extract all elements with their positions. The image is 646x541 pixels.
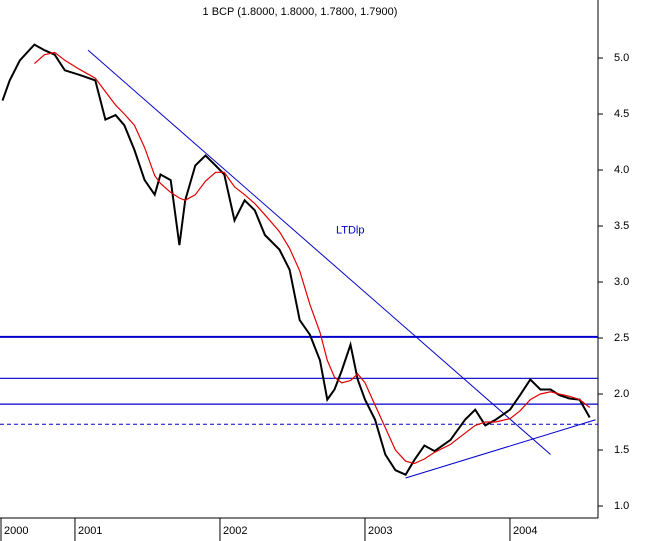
series-line [34, 51, 591, 465]
series-line [1, 43, 591, 476]
annotation: LTDlp [336, 224, 365, 236]
x-tick-label: 2004 [513, 525, 537, 537]
x-tick-label: 2002 [223, 525, 247, 537]
trend-line [87, 49, 551, 455]
y-tick-label: 5.0 [614, 52, 629, 64]
y-tick-label: 2.0 [614, 388, 629, 400]
y-tick-label: 3.0 [614, 276, 629, 288]
y-tick-label: 4.0 [614, 164, 629, 176]
trend-line [405, 419, 596, 479]
y-tick-label: 3.5 [614, 220, 629, 232]
y-tick-label: 1.0 [614, 500, 629, 512]
y-tick-label: 4.5 [614, 108, 629, 120]
x-tick-label: 2003 [368, 525, 392, 537]
chart-title: 1 BCP (1.8000, 1.8000, 1.7800, 1.7900) [203, 6, 398, 18]
y-tick-label: 1.5 [614, 444, 629, 456]
x-tick-label: 2001 [78, 525, 102, 537]
x-tick-label: 2000 [4, 525, 28, 537]
y-tick-label: 2.5 [614, 332, 629, 344]
